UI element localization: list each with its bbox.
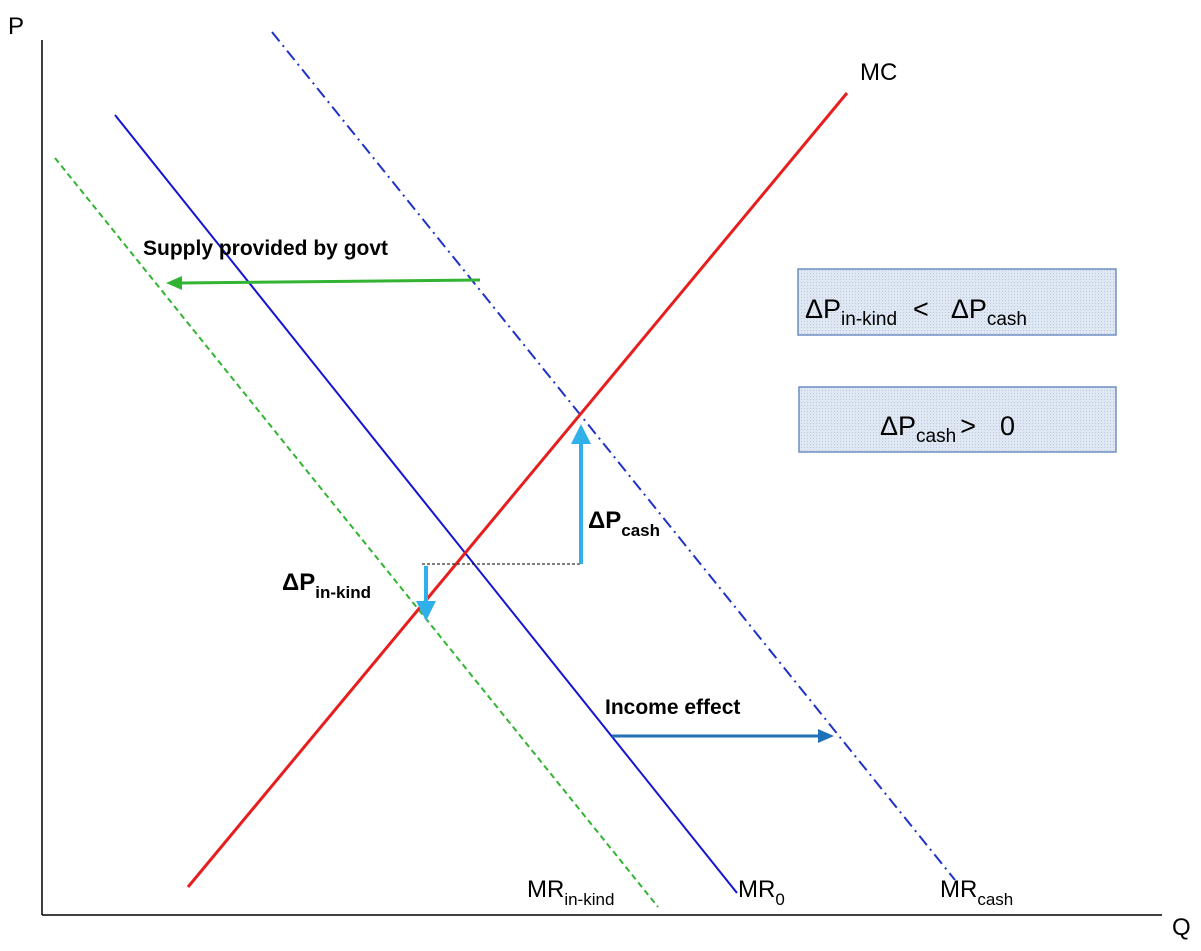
supply-govt-label: Supply provided by govt	[143, 237, 388, 260]
positive-box-text: ΔPcash >0	[880, 411, 1015, 447]
dp-cash-arrowhead	[571, 424, 591, 444]
income-effect-label: Income effect	[605, 696, 740, 719]
y-axis-label: P	[8, 13, 24, 40]
comparison-box-text: ΔPin-kind < ΔPcash	[805, 294, 1027, 330]
mr-inkind-curve	[54, 157, 659, 908]
mc-curve	[186, 92, 849, 888]
mr0-label: MR0	[738, 876, 785, 909]
supply-govt-arrow	[179, 278, 481, 285]
dp-inkind-label: ΔPin-kind	[282, 569, 371, 602]
mr-cash-curve	[271, 31, 956, 881]
supply-govt-arrowhead	[166, 276, 182, 290]
mc-label: MC	[860, 59, 897, 86]
positive-box	[798, 386, 1117, 453]
mr-inkind-label: MRin-kind	[527, 876, 614, 909]
income-effect-arrowhead	[818, 729, 834, 743]
dp-inkind-arrowhead	[416, 601, 436, 621]
mr-cash-label: MRcash	[940, 876, 1013, 909]
dp-cash-label: ΔPcash	[588, 507, 660, 540]
x-axis-label: Q	[1172, 914, 1191, 941]
comparison-box	[797, 268, 1117, 336]
mr0-curve	[114, 114, 738, 894]
